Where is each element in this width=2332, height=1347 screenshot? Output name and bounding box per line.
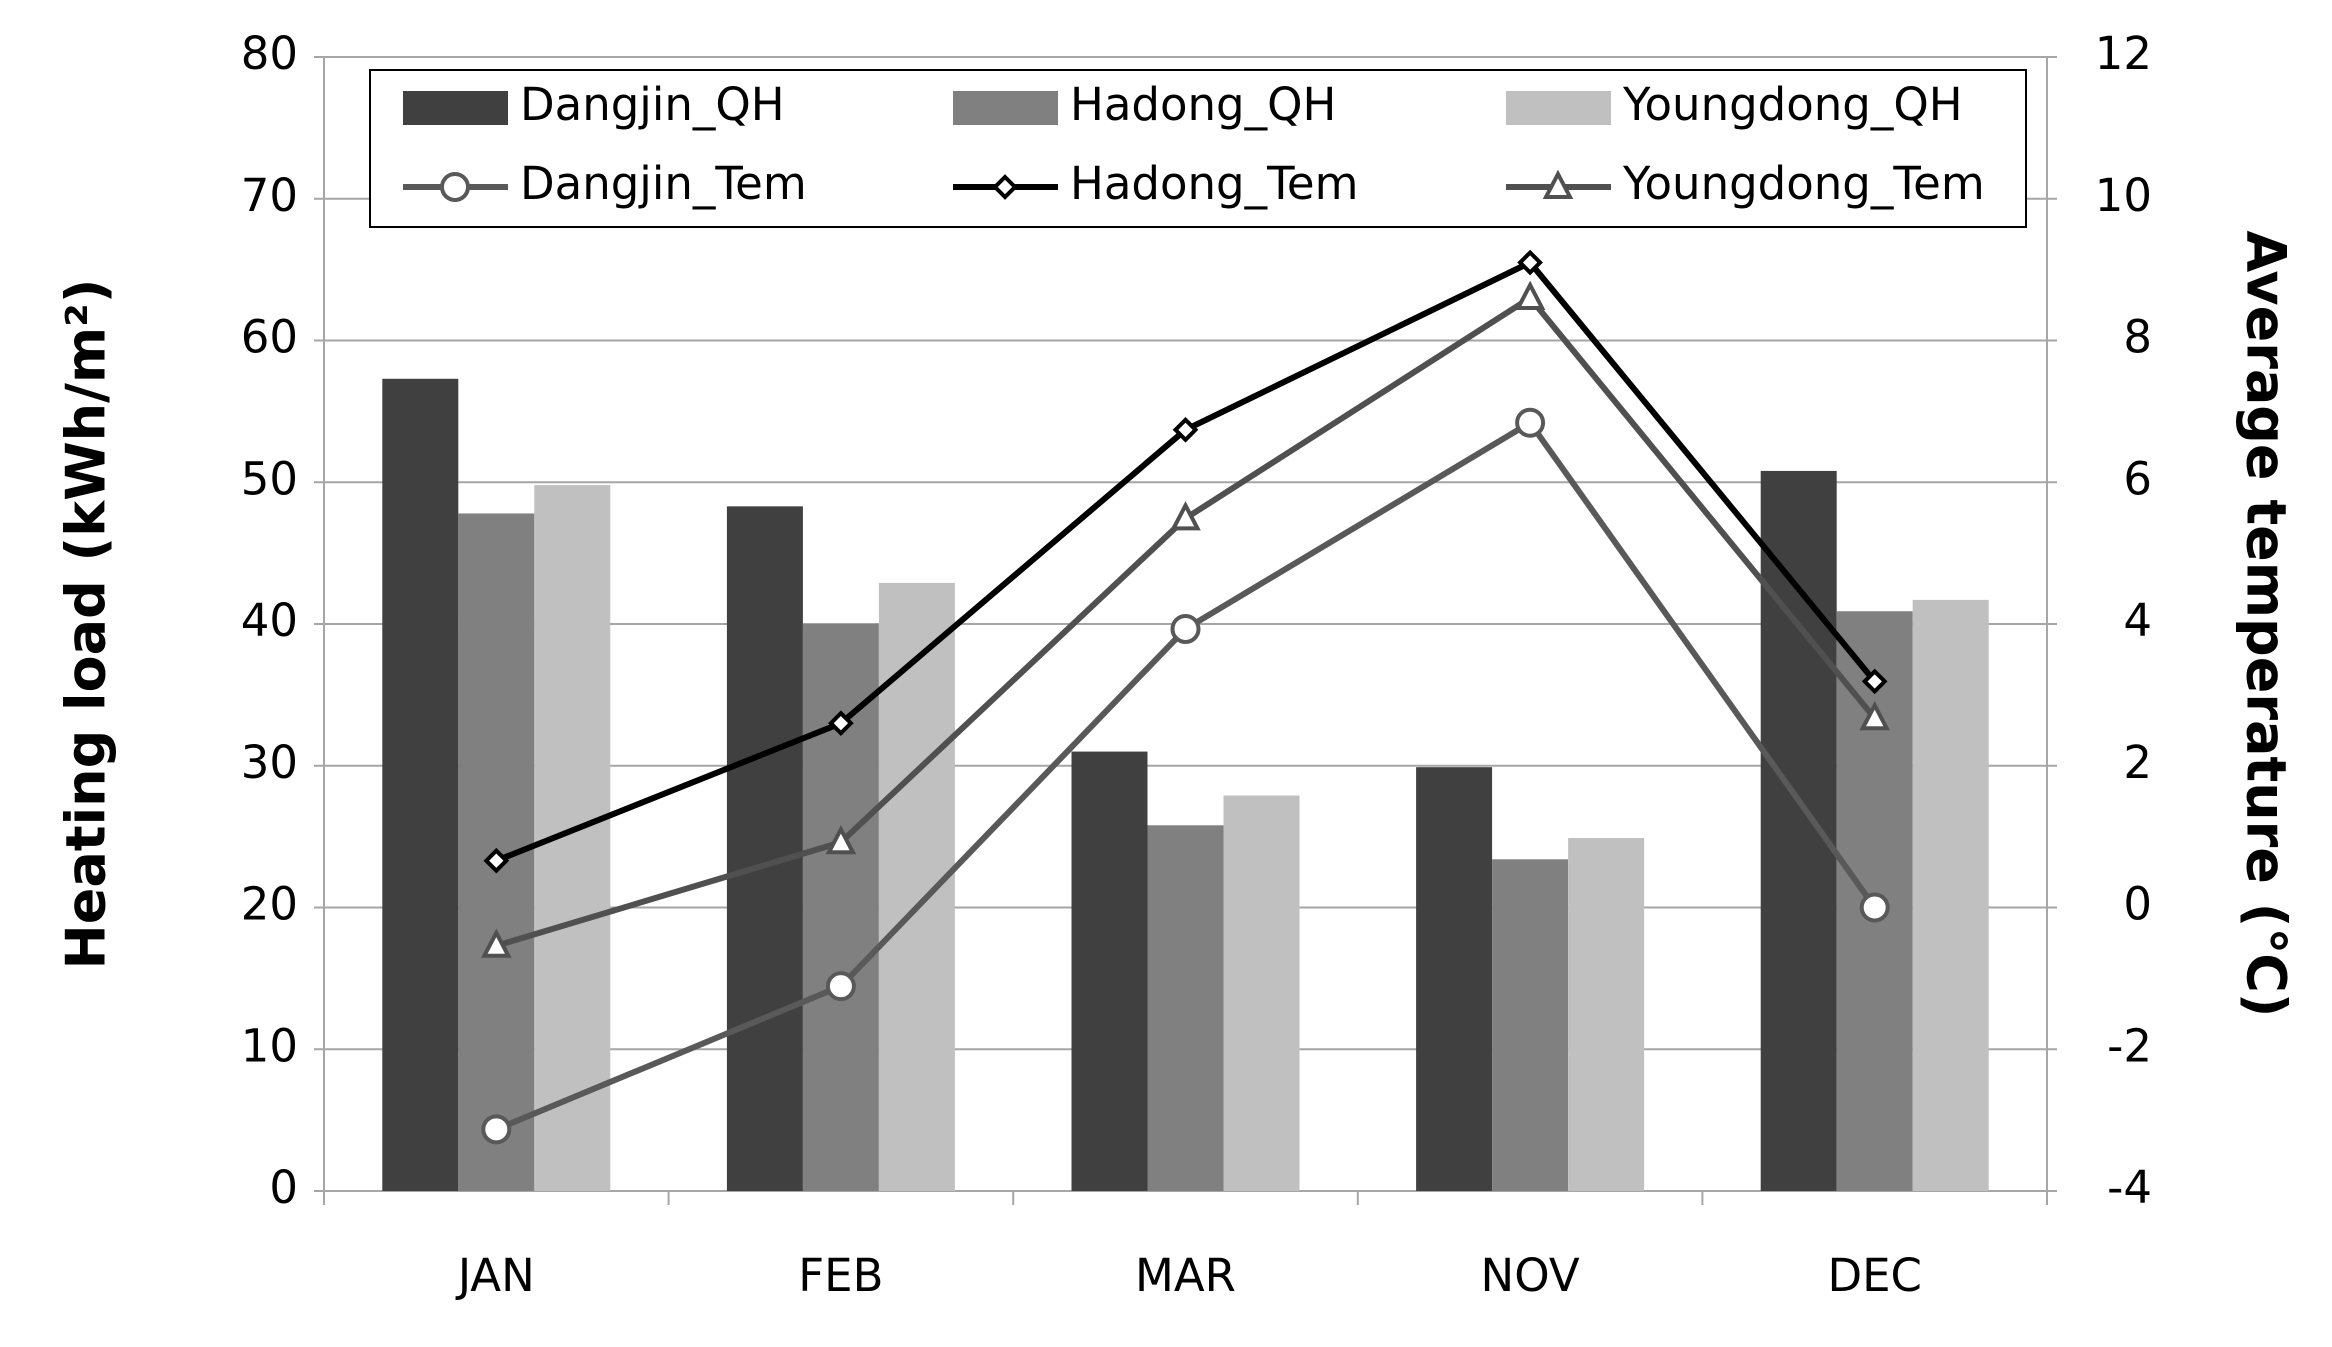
y2-axis-title: Average temperature (℃) xyxy=(2234,231,2297,1018)
y2-tick-label: 4 xyxy=(2123,594,2152,647)
bar xyxy=(726,506,803,1191)
y-tick-label: 60 xyxy=(241,311,298,364)
bar xyxy=(878,582,955,1191)
marker xyxy=(828,710,854,737)
marker xyxy=(1172,416,1199,443)
marker xyxy=(1861,668,1888,695)
marker xyxy=(825,971,856,1002)
legend-label: Dangjin_Tem xyxy=(520,157,807,210)
bar xyxy=(1760,470,1837,1191)
y2-tick-label: 10 xyxy=(2095,169,2152,222)
bar xyxy=(1071,751,1148,1191)
y-tick-label: 30 xyxy=(241,736,298,789)
y2-tick-label: 12 xyxy=(2095,27,2152,80)
y-tick-label: 70 xyxy=(241,169,298,222)
y2-tick-label: -2 xyxy=(2107,1019,2152,1072)
y-tick-label: 40 xyxy=(241,594,298,647)
y-tick-label: 80 xyxy=(241,27,298,80)
legend-swatch xyxy=(1506,91,1611,125)
legend-marker xyxy=(1542,169,1574,199)
y2-tick-label: -4 xyxy=(2107,1161,2152,1214)
marker xyxy=(1859,700,1890,731)
bar xyxy=(382,378,459,1192)
x-tick-label: JAN xyxy=(455,1249,535,1302)
y2-tick-label: 2 xyxy=(2123,736,2152,789)
legend-box xyxy=(369,69,2027,228)
bar xyxy=(1568,838,1645,1191)
x-tick-label: MAR xyxy=(1135,1249,1236,1302)
legend-label: Hadong_Tem xyxy=(1070,157,1358,210)
y-tick-label: 20 xyxy=(241,878,298,931)
marker xyxy=(481,1114,512,1145)
bar xyxy=(1147,825,1224,1191)
bar xyxy=(1416,767,1493,1191)
marker xyxy=(1515,407,1546,438)
legend-swatch xyxy=(403,91,508,125)
bar xyxy=(1492,859,1569,1191)
bar xyxy=(802,624,879,1191)
marker xyxy=(483,847,510,874)
legend-swatch xyxy=(953,91,1058,125)
bar xyxy=(1912,599,1989,1191)
marker xyxy=(1514,280,1546,310)
legend-label: Youngdong_Tem xyxy=(1622,157,1985,210)
marker xyxy=(1517,249,1543,276)
marker xyxy=(1170,501,1201,531)
y-tick-label: 0 xyxy=(269,1161,298,1214)
marker xyxy=(481,928,512,958)
y-axis-title: Heating load (kWh/m²) xyxy=(55,279,118,970)
x-tick-label: FEB xyxy=(798,1249,883,1302)
y-tick-label: 10 xyxy=(241,1019,298,1072)
bar xyxy=(1223,795,1300,1191)
marker xyxy=(825,824,857,855)
marker xyxy=(1859,892,1890,923)
legend-label: Hadong_QH xyxy=(1070,78,1336,131)
legend-marker xyxy=(992,174,1018,200)
y-tick-label: 50 xyxy=(241,452,298,505)
x-tick-label: NOV xyxy=(1481,1249,1580,1302)
legend-label: Youngdong_QH xyxy=(1622,78,1963,131)
y2-tick-label: 0 xyxy=(2123,878,2152,931)
line xyxy=(495,258,1878,864)
marker xyxy=(1170,613,1201,644)
legend-label: Dangjin_QH xyxy=(520,78,785,131)
y2-tick-label: 6 xyxy=(2123,452,2152,505)
y2-tick-label: 8 xyxy=(2123,311,2152,364)
legend-marker xyxy=(440,172,470,202)
x-tick-label: DEC xyxy=(1827,1249,1922,1302)
